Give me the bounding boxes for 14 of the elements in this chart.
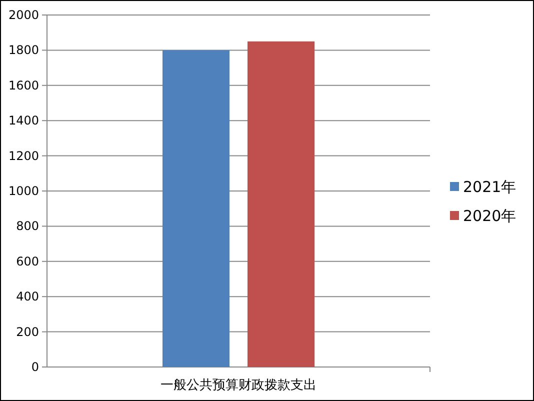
y-tick-label: 400 bbox=[16, 290, 39, 304]
y-tick-label: 1400 bbox=[8, 114, 39, 128]
y-tick-label: 800 bbox=[16, 219, 39, 234]
y-tick-label: 1200 bbox=[8, 148, 39, 163]
y-tick-label: 200 bbox=[16, 324, 39, 339]
legend-label: 2020年 bbox=[463, 207, 516, 225]
y-tick-label: 600 bbox=[16, 254, 39, 268]
legend-label: 2021年 bbox=[463, 178, 516, 196]
x-tick-label: 一般公共预算财政拨款支出 bbox=[160, 378, 316, 393]
y-tick-label: 0 bbox=[31, 360, 39, 374]
y-tick-label: 1800 bbox=[8, 43, 39, 58]
y-tick-label: 2000 bbox=[8, 8, 39, 22]
y-tick-label: 1000 bbox=[8, 184, 39, 198]
y-tick-label: 1600 bbox=[8, 78, 39, 92]
